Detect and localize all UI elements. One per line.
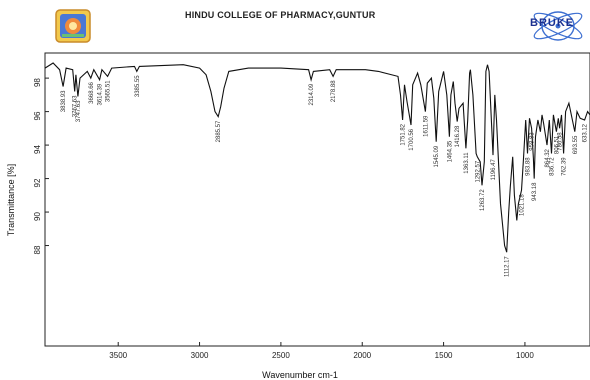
- x-tick-label: 2000: [353, 351, 371, 360]
- peak-label: 836.72: [549, 157, 555, 176]
- brand-logo-icon: [528, 8, 590, 48]
- peak-label: 1021.18: [519, 194, 525, 216]
- peak-label: 3565.51: [106, 80, 112, 102]
- peak-label: 1263.72: [480, 189, 486, 211]
- x-tick-label: 3500: [109, 351, 127, 360]
- peak-label: 1292.57: [475, 160, 481, 182]
- peak-label: 983.88: [526, 157, 532, 176]
- peak-label: 786.58: [558, 132, 564, 151]
- peak-label: 1700.56: [409, 128, 415, 150]
- peak-label: 1611.59: [423, 115, 429, 137]
- peak-label: 3668.66: [89, 81, 95, 103]
- y-tick-label: 98: [33, 78, 42, 87]
- college-logo-icon: [52, 6, 94, 46]
- peak-label: 1545.09: [434, 145, 440, 167]
- x-tick-label: 2500: [272, 351, 290, 360]
- y-tick-label: 90: [33, 212, 42, 221]
- spectrum-line: [44, 62, 590, 253]
- peak-label: 3838.93: [61, 90, 67, 112]
- y-axis-label: Transmittance [%]: [6, 164, 16, 236]
- brand-name: BRUKE: [530, 17, 575, 29]
- peak-label: 1112.17: [505, 256, 511, 277]
- y-axis-ticks: 88 90 92 94 96 98: [33, 78, 49, 254]
- y-tick-label: 88: [33, 245, 42, 254]
- y-tick-label: 92: [33, 178, 42, 187]
- peak-label: 864.32: [545, 148, 551, 167]
- peak-label: 3747.63: [76, 100, 82, 122]
- peak-label: 1464.35: [447, 140, 453, 162]
- peak-label: 762.39: [562, 157, 568, 176]
- peak-label: 806.51: [554, 135, 560, 154]
- peak-label: 2178.88: [331, 80, 337, 102]
- y-tick-label: 96: [33, 111, 42, 120]
- peak-label: 633.12: [583, 123, 589, 142]
- x-tick-label: 1500: [435, 351, 453, 360]
- x-tick-label: 3000: [191, 351, 209, 360]
- peak-label: 958.83: [530, 132, 536, 151]
- peak-label: 1363.11: [464, 152, 470, 174]
- x-axis-label: Wavenumber cm-1: [262, 370, 338, 380]
- peak-label: 3767.63: [73, 95, 79, 117]
- plot-frame: [44, 52, 590, 347]
- peak-label: 1416.28: [455, 125, 461, 147]
- header-title: HINDU COLLEGE OF PHARMACY,GUNTUR: [185, 10, 376, 20]
- peak-label: 3614.39: [98, 83, 104, 105]
- x-tick-label: 1000: [516, 351, 534, 360]
- peak-label: 2314.09: [309, 83, 315, 105]
- peak-label: 693.55: [573, 135, 579, 154]
- peak-label: 1751.82: [401, 123, 407, 145]
- peak-label: 943.18: [532, 182, 538, 201]
- peak-label: 1196.47: [491, 158, 497, 180]
- x-axis-ticks: 3500 3000 2500 2000 1500 1000: [109, 342, 534, 360]
- peak-label: 2885.57: [216, 120, 222, 142]
- y-tick-label: 94: [33, 145, 42, 154]
- peak-label: 3385.55: [135, 75, 141, 97]
